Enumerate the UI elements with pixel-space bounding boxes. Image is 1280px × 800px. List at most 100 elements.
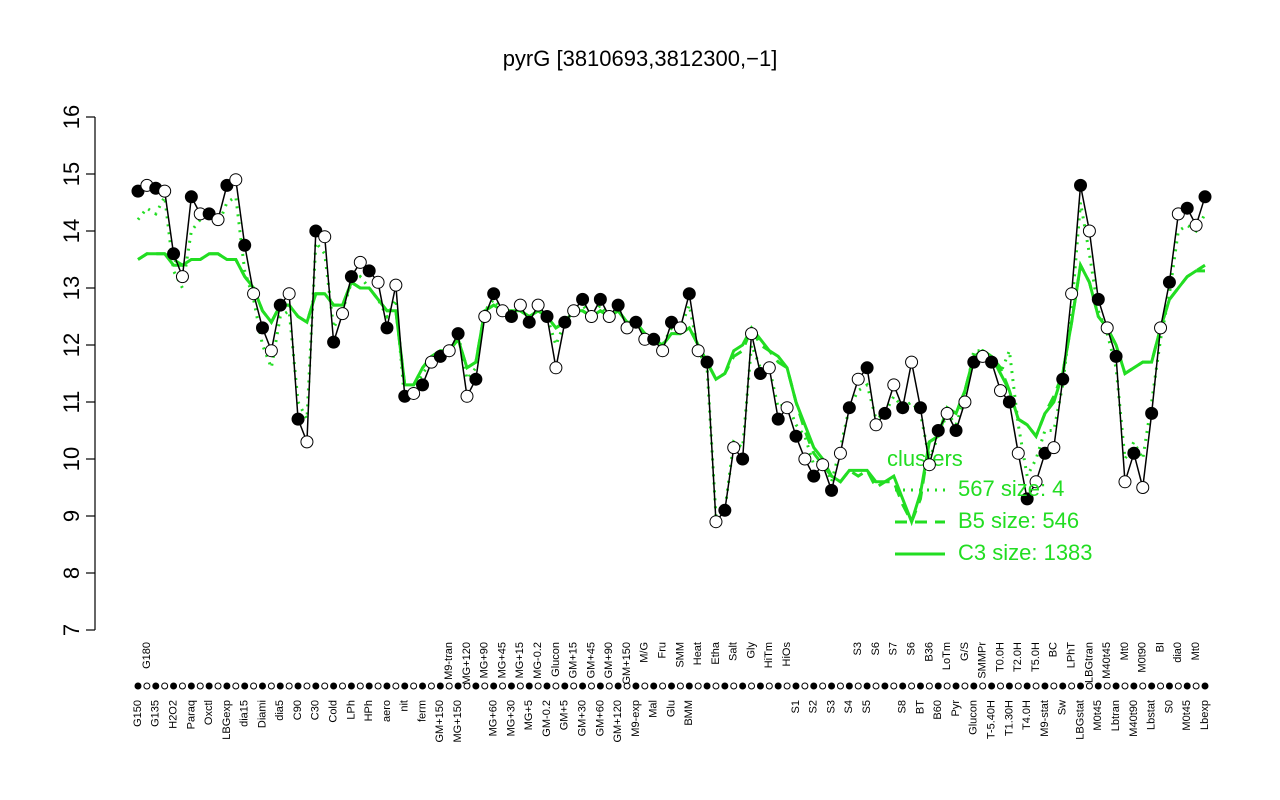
cluster-line (137, 252, 1205, 527)
x-tick-label: nit (399, 700, 411, 712)
data-point (789, 429, 803, 443)
x-tick-label: GM+60 (594, 700, 606, 736)
x-tick-dot (481, 682, 489, 690)
x-tick-label: SMMPr (977, 642, 989, 679)
y-tick-label: 13 (59, 276, 84, 300)
data-point (522, 315, 536, 329)
legend-label: B5 size: 546 (958, 508, 1079, 533)
data-point (1047, 441, 1061, 455)
x-tick-dot (579, 682, 587, 690)
x-tick-dot (552, 682, 560, 690)
x-tick-dot (250, 682, 258, 690)
x-tick-dot (374, 682, 382, 690)
x-tick-label: Cold (328, 700, 340, 723)
x-tick-dot (659, 682, 667, 690)
x-tick-dot (668, 682, 675, 690)
data-point (487, 287, 501, 301)
data-point (1118, 475, 1132, 489)
data-point (896, 401, 910, 415)
x-tick-label: S0 (1163, 700, 1175, 713)
data-point (771, 412, 785, 426)
x-tick-label: G180 (141, 642, 153, 669)
x-tick-label: T1.30H (1003, 700, 1015, 736)
x-tick-dot (819, 682, 827, 690)
x-tick-dot (721, 682, 729, 690)
x-tick-dot (161, 682, 169, 690)
x-tick-label: Salt (728, 642, 740, 661)
x-tick-label: BT (914, 700, 926, 714)
x-tick-dot (543, 682, 551, 690)
data-point (327, 335, 341, 349)
data-point (238, 238, 252, 252)
x-tick-dot (205, 682, 213, 690)
x-tick-label: LBGexp (221, 700, 233, 740)
x-tick-dot (694, 682, 702, 690)
x-tick-label: dia5 (274, 700, 286, 721)
data-point (709, 515, 723, 529)
x-tick-label: Sw (1057, 700, 1069, 715)
x-tick-label: MG+5 (523, 700, 535, 730)
x-tick-label: HPh (363, 700, 375, 721)
x-tick-dot (1148, 682, 1156, 690)
data-point (300, 435, 314, 449)
data-point (531, 298, 545, 312)
x-tick-dot (1077, 682, 1085, 690)
data-point (167, 247, 181, 261)
x-tick-dot (232, 682, 240, 690)
data-point (1127, 446, 1141, 460)
x-tick-dot (419, 682, 427, 690)
data-point (611, 298, 625, 312)
data-point (905, 355, 919, 369)
x-tick-dot (1174, 682, 1182, 690)
x-tick-label: M0t90 (1137, 642, 1149, 673)
data-point (798, 452, 812, 466)
data-point (584, 310, 598, 323)
x-tick-label: C90 (292, 700, 304, 720)
x-tick-label: M9-exp (630, 700, 642, 737)
data-point (540, 310, 554, 323)
data-point (460, 389, 474, 403)
data-point (1180, 201, 1194, 215)
x-tick-label: Oxctl (203, 700, 215, 725)
x-tick-dot (1050, 682, 1058, 690)
x-tick-dot (1085, 682, 1093, 690)
x-tick-dot (676, 682, 684, 690)
x-tick-dot (454, 682, 462, 690)
x-tick-label: S6 (905, 642, 917, 655)
data-point (344, 270, 358, 284)
x-tick-dot (650, 682, 658, 690)
data-point (549, 361, 563, 375)
data-point (442, 344, 456, 358)
x-tick-dot (961, 682, 969, 690)
data-point (593, 292, 607, 306)
x-tick-label: dia15 (239, 700, 251, 727)
x-tick-label: GM+90 (603, 642, 615, 678)
x-tick-dot (427, 682, 435, 690)
data-point (825, 483, 839, 497)
x-tick-dot (507, 682, 515, 690)
x-tick-dot (605, 682, 613, 690)
x-tick-dot (178, 682, 186, 690)
x-tick-dot (1005, 682, 1013, 690)
x-tick-label: BI (1154, 642, 1166, 652)
x-tick-label: MG+45 (496, 642, 508, 678)
data-point (673, 321, 687, 335)
data-point (184, 190, 198, 204)
data-point (229, 173, 243, 187)
data-point (913, 401, 927, 415)
x-tick-dot (258, 682, 266, 690)
x-tick-dot (490, 682, 498, 690)
x-tick-label: C30 (310, 700, 322, 720)
data-point (985, 355, 999, 369)
data-point (629, 315, 643, 329)
x-tick-label: M40t90 (1128, 700, 1140, 737)
x-tick-dot (908, 682, 916, 690)
x-tick-dot (241, 682, 249, 690)
x-tick-label: GM+150 (434, 700, 446, 743)
data-point (336, 307, 350, 321)
x-tick-label: MG+60 (488, 700, 500, 736)
x-tick-dot (410, 682, 418, 690)
x-tick-dot (748, 682, 756, 690)
x-tick-dot (1032, 682, 1040, 690)
x-tick-dot (561, 682, 569, 690)
